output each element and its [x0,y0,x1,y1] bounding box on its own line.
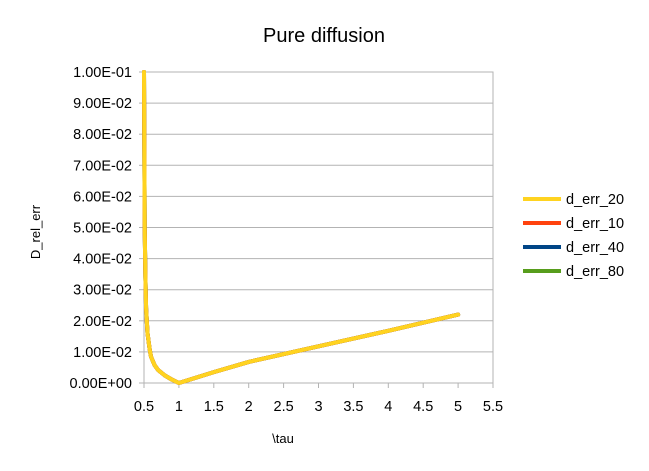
y-tick-label: 3.00E-02 [73,283,132,299]
legend-label: d_err_20 [566,192,624,208]
x-tick-label: 3.5 [343,399,363,415]
x-tick-label: 1 [175,399,183,415]
y-tick-label: 0.00E+00 [70,376,133,392]
x-tick-label: 2.5 [274,399,294,415]
legend-label: d_err_40 [566,240,624,256]
x-tick-label: 5 [454,399,462,415]
x-axis-label: \tau [272,431,294,446]
x-tick-label: 1.5 [204,399,224,415]
series-line-d_err_20 [142,70,461,385]
y-tick-label: 9.00E-02 [73,96,132,112]
x-tick-label: 4 [384,399,392,415]
x-tick-label: 3 [314,399,322,415]
y-tick-label: 6.00E-02 [73,189,132,205]
chart-title: Pure diffusion [263,25,385,47]
y-tick-label: 8.00E-02 [73,127,132,143]
x-tick-label: 0.5 [134,399,154,415]
y-tick-label: 2.00E-02 [73,314,132,330]
x-axis-ticks: 0.5 1 1.5 2 2.5 3 3.5 4 4.5 5 5.5 [134,383,503,415]
y-tick-label: 1.00E-02 [73,345,132,361]
legend-label: d_err_80 [566,264,624,280]
y-axis-ticks: 0.00E+00 1.00E-02 2.00E-02 3.00E-02 4.00E-02… [70,65,144,392]
x-tick-label: 2 [245,399,253,415]
y-axis-label: D_rel_err [28,204,43,259]
y-tick-label: 5.00E-02 [73,221,132,237]
series-lines [142,70,461,385]
y-tick-label: 4.00E-02 [73,252,132,268]
legend-label: d_err_10 [566,216,624,232]
x-tick-label: 4.5 [413,399,433,415]
y-tick-label: 7.00E-02 [73,158,132,174]
legend: d_err_20 d_err_10 d_err_40 d_err_80 [523,192,624,280]
x-tick-label: 5.5 [483,399,503,415]
y-tick-label: 1.00E-01 [73,65,132,81]
